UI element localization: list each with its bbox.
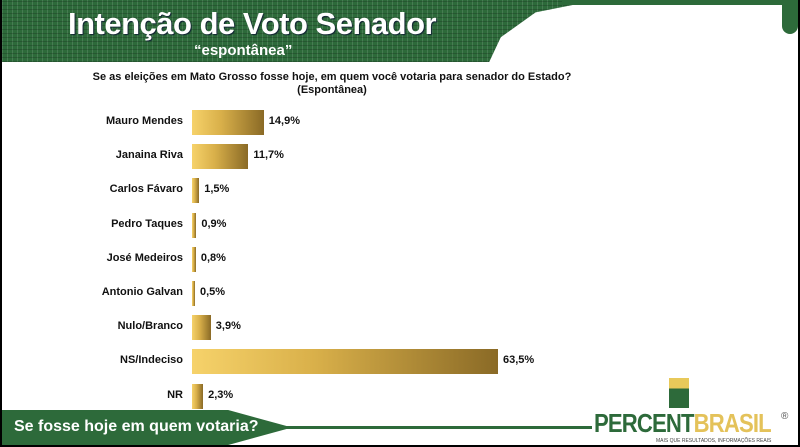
top-bar (562, 0, 798, 5)
footer-line (282, 426, 592, 429)
corner-decoration (782, 0, 798, 34)
chart-subtitle: (Espontânea) (297, 84, 367, 96)
page-subtitle: “espontânea” (194, 42, 293, 59)
logo-part1: PERCENT (594, 408, 695, 438)
footer-banner (2, 410, 292, 445)
bar (192, 110, 264, 135)
logo-icon (669, 378, 689, 408)
data-label: 2,3% (208, 388, 234, 401)
category-label: Antonio Galvan (101, 286, 183, 298)
logo: PERCENTBRASIL (594, 408, 772, 439)
data-label: 0,5% (200, 286, 226, 298)
bar (192, 383, 204, 409)
category-label: Pedro Taques (111, 217, 183, 230)
bar (192, 178, 200, 204)
category-label: Mauro Mendes (105, 115, 183, 127)
category-label: Carlos Fávaro (109, 183, 183, 196)
category-label: NS/Indeciso (120, 354, 183, 367)
registered-mark: ® (781, 411, 789, 422)
data-label: 14,9% (268, 115, 300, 127)
bar (192, 281, 195, 306)
data-label: 11,7% (253, 149, 284, 162)
bar (192, 144, 249, 170)
bar (192, 315, 211, 341)
bar (192, 349, 498, 375)
category-label: NR (167, 388, 183, 401)
bar (192, 246, 196, 272)
data-label: 3,9% (215, 320, 241, 333)
data-label: 0,9% (201, 217, 227, 230)
bar (192, 212, 197, 238)
logo-part2: BRASIL (693, 408, 772, 438)
data-label: 1,5% (204, 183, 230, 196)
logo-tagline: MAIS QUE RESULTADOS, INFORMAÇÕES REAIS (656, 438, 772, 444)
data-label: 0,8% (200, 251, 226, 264)
chart-title: Se as eleições em Mato Grosso fosse hoje… (92, 71, 572, 83)
header-banner (2, 0, 582, 62)
category-label: José Medeiros (106, 251, 183, 264)
footer-question: Se fosse hoje em quem votaria? (14, 418, 259, 435)
page-title: Intenção de Voto Senador (68, 6, 437, 41)
category-label: Janaina Riva (115, 149, 183, 162)
category-label: Nulo/Branco (117, 320, 183, 333)
data-label: 63,5% (503, 354, 535, 367)
